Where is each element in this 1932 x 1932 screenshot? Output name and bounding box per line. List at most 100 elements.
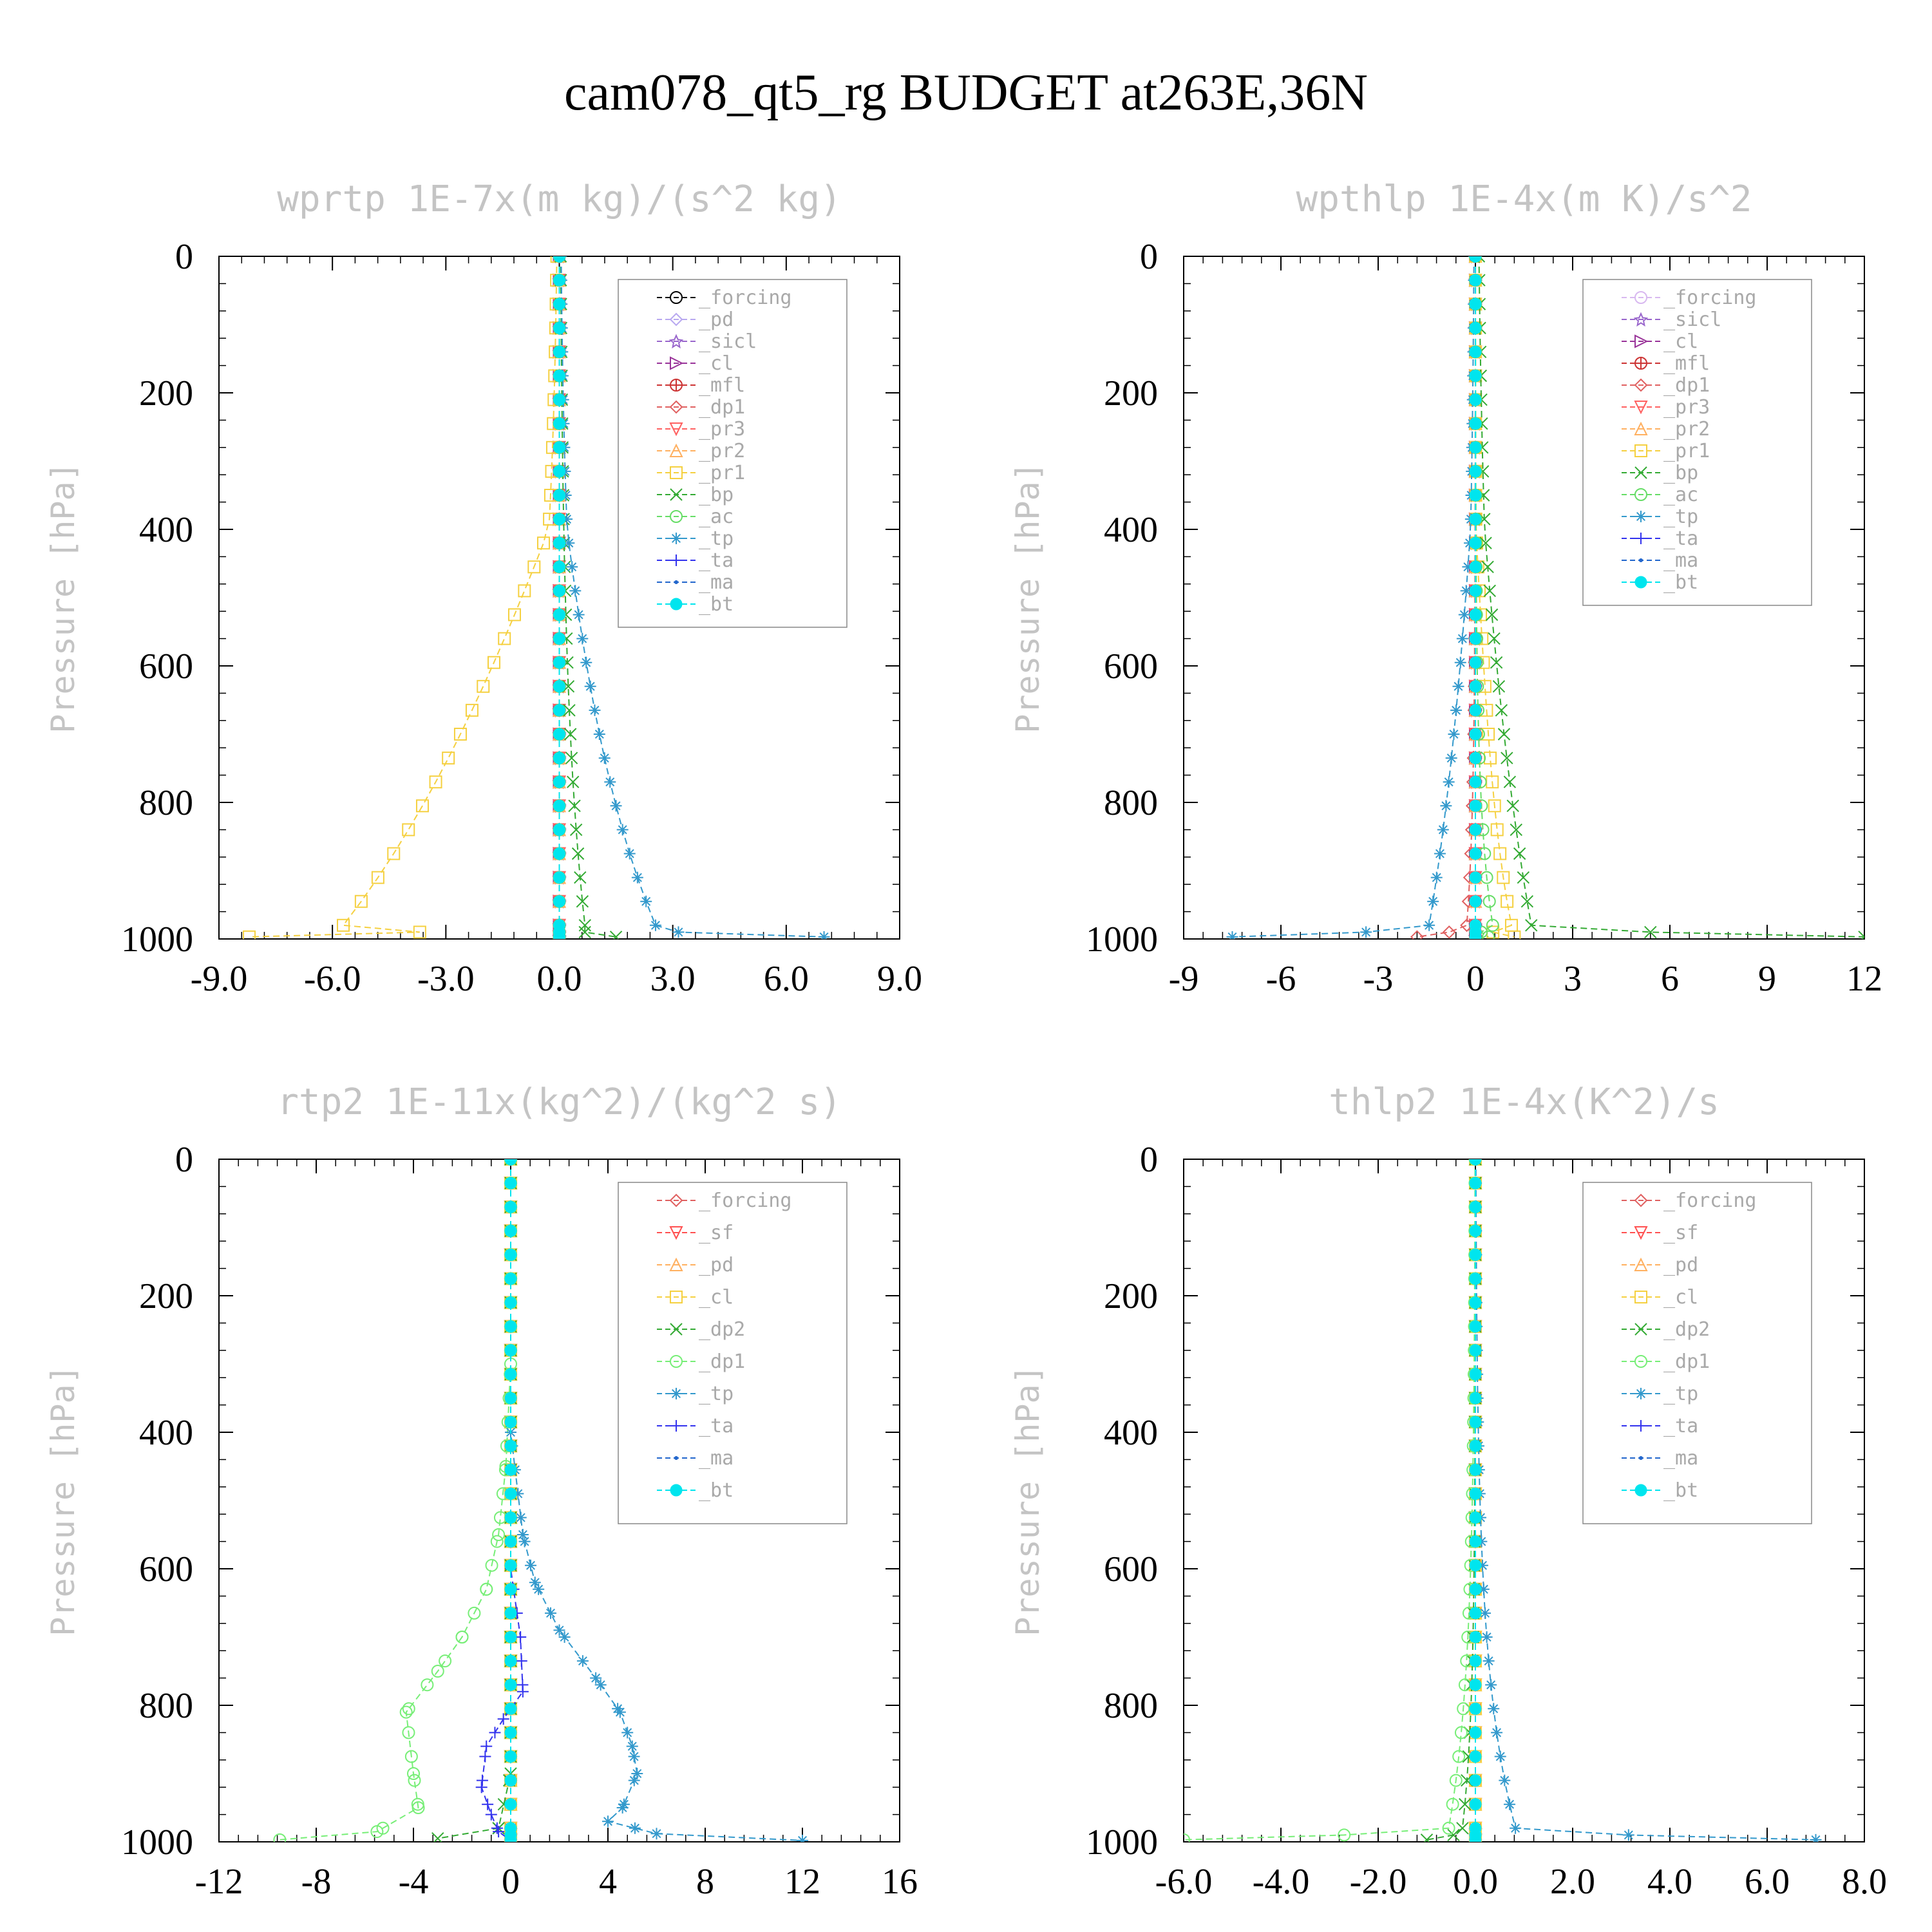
data-point: [553, 931, 565, 939]
legend-label: _pd: [699, 308, 734, 331]
legend-item: _cl: [1622, 1286, 1698, 1309]
data-point: [1469, 1416, 1482, 1428]
data-point: [533, 1583, 545, 1595]
data-point: [421, 1678, 434, 1692]
data-point: [1492, 680, 1506, 693]
x-tick-label: 6.0: [764, 959, 809, 999]
legend-label: _sicl: [699, 330, 757, 353]
legend-item: _pr1: [657, 462, 745, 484]
y-tick-label: 600: [139, 1549, 193, 1589]
data-point: [1469, 1798, 1482, 1811]
legend-label: _ma: [1663, 549, 1698, 572]
legend-item: _bt: [657, 593, 734, 616]
series-dp1: [273, 1159, 517, 1842]
data-point: [1469, 465, 1482, 478]
series-layer: [242, 256, 830, 939]
data-point: [1488, 632, 1501, 645]
x-tick-label: 8.0: [1842, 1862, 1887, 1902]
data-point: [553, 417, 565, 430]
legend-item: _dp1: [657, 396, 745, 419]
data-point: [553, 775, 565, 788]
data-point: [553, 513, 565, 526]
legend-item: _tp: [657, 1383, 734, 1405]
data-point: [818, 931, 830, 939]
legend-box: [618, 279, 848, 628]
data-point: [553, 848, 565, 860]
data-point: [576, 895, 589, 908]
legend-label: _cl: [699, 1286, 734, 1309]
legend-label: _dp2: [699, 1318, 745, 1341]
data-point: [1469, 1344, 1482, 1357]
data-point: [1469, 1607, 1482, 1620]
panels: wprtp 1E-7x(m kg)/(s^2 kg) Pressure [hPa]…: [44, 178, 1887, 1902]
data-point: [649, 919, 661, 931]
legend-marker: [1635, 1388, 1647, 1399]
legend-item: _dp2: [657, 1318, 745, 1341]
data-point: [623, 848, 636, 860]
x-tick-label: 4.0: [1647, 1862, 1692, 1902]
x-tick-label: -4: [399, 1862, 429, 1902]
data-point: [1517, 871, 1530, 884]
data-point: [1479, 536, 1492, 549]
data-point: [1469, 823, 1482, 836]
data-point: [1497, 871, 1510, 884]
data-point: [399, 1705, 413, 1719]
data-point: [1488, 799, 1501, 813]
y-tick-label: 0: [1140, 237, 1158, 277]
series-line: [1426, 1159, 1476, 1841]
legend-item: _cl: [1622, 330, 1698, 353]
data-point: [485, 1808, 497, 1821]
legend-label: _ta: [699, 549, 734, 572]
data-point: [1457, 1702, 1470, 1716]
legend-marker: [1634, 1355, 1647, 1368]
y-tick-label: 800: [1104, 1686, 1158, 1726]
data-point: [553, 895, 565, 908]
data-point: [485, 1558, 498, 1572]
data-point: [553, 345, 565, 358]
data-point: [672, 926, 685, 938]
data-point: [504, 1177, 517, 1189]
data-point: [487, 656, 500, 669]
data-point: [413, 925, 426, 939]
y-tick-label: 1000: [121, 920, 193, 960]
data-point: [387, 847, 401, 860]
legend-item: _ta: [657, 1415, 734, 1437]
legend-marker: [670, 1388, 682, 1399]
data-point: [1469, 752, 1482, 764]
data-point: [1226, 931, 1238, 939]
x-tick-label: -6.0: [304, 959, 361, 999]
data-point: [566, 561, 578, 573]
legend-marker: [674, 1456, 678, 1460]
legend-marker: [670, 1323, 683, 1336]
data-point: [553, 536, 565, 549]
legend-item: _pd: [657, 1254, 734, 1276]
data-point: [553, 656, 565, 669]
legend-marker: [670, 1420, 682, 1432]
data-point: [504, 1248, 517, 1261]
legend-item: _sf: [1622, 1222, 1698, 1244]
legend-item: _bt: [657, 1479, 734, 1502]
data-point: [553, 441, 565, 454]
data-point: [584, 680, 596, 692]
data-point: [553, 609, 565, 621]
data-point: [580, 656, 592, 668]
panel-2: wpthlp 1E-4x(m K)/s^2 Pressure [hPa] -9 -6 -…: [1009, 178, 1882, 999]
data-point: [404, 1750, 418, 1763]
data-point: [618, 1798, 630, 1810]
data-point: [407, 1767, 420, 1780]
legend-marker: [1634, 1257, 1648, 1271]
x-tick-label: 12: [1846, 959, 1882, 999]
data-point: [558, 1631, 571, 1643]
data-point: [1503, 775, 1517, 788]
legend-marker: [1639, 1456, 1643, 1460]
y-tick-label: 200: [139, 374, 193, 413]
data-point: [1449, 1774, 1463, 1787]
data-point: [569, 823, 583, 837]
y-tick-label: 400: [139, 1413, 193, 1453]
data-point: [1427, 895, 1439, 907]
series-tp: [505, 1159, 808, 1842]
data-point: [455, 1631, 469, 1643]
legend-label: _ma: [1663, 1447, 1698, 1470]
figure-title: cam078_qt5_rg BUDGET at263E,36N: [564, 64, 1368, 121]
legend-item: _pd: [657, 308, 734, 331]
